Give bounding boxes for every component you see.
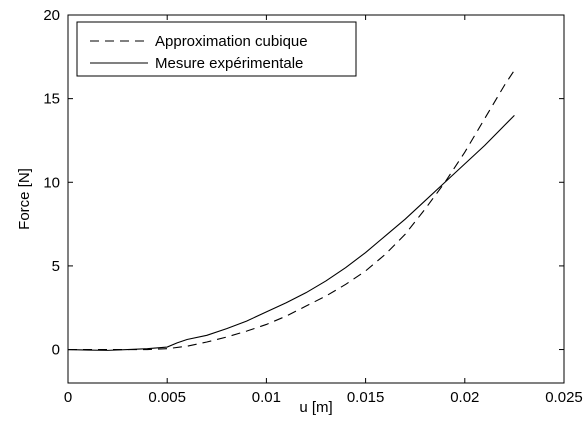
x-tick-label: 0 (64, 389, 72, 406)
legend: Approximation cubique Mesure expérimenta… (76, 21, 357, 77)
y-axis-label: Force [N] (16, 168, 33, 230)
series-line-approximation (68, 69, 515, 351)
x-tick-label: 0.005 (148, 389, 186, 406)
x-tick-label: 0.025 (545, 389, 583, 406)
legend-box (76, 21, 357, 77)
y-tick-label: 15 (43, 91, 60, 108)
legend-label-approximation: Approximation cubique (155, 33, 308, 50)
axis-layer: 0 0.005 0.01 0.015 0.02 0.025 0 5 10 15 20 (43, 7, 582, 406)
y-tick-label: 5 (52, 258, 60, 275)
x-tick-label: 0.01 (252, 389, 281, 406)
x-tick-label: 0.02 (450, 389, 479, 406)
y-tick-label: 0 (52, 342, 60, 359)
x-tick-label: 0.015 (347, 389, 385, 406)
y-tick-label: 20 (43, 7, 60, 24)
series-line-mesure (67, 114, 515, 351)
x-axis-label: u [m] (299, 399, 332, 416)
series-layer (67, 69, 515, 351)
legend-label-mesure: Mesure expérimentale (155, 55, 303, 72)
y-tick-label: 10 (43, 174, 60, 191)
